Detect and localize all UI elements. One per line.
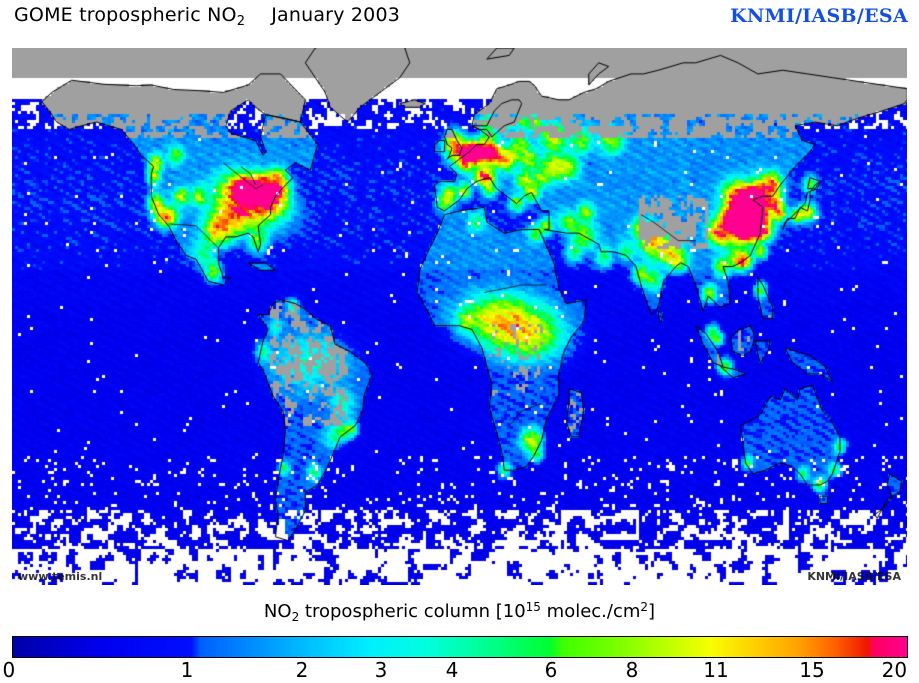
colorbar-tick-8: 8 [625, 658, 639, 682]
caption-end: ] [648, 601, 656, 622]
caption-no-sub: 2 [291, 610, 300, 624]
credit-label: KNMI/IASB/ESA [730, 5, 908, 27]
watermark-agencies: KNMI/IASB/ESA [807, 570, 901, 583]
colorbar-gradient [12, 636, 908, 658]
caption-exponent: 15 [525, 600, 541, 614]
colorbar [12, 636, 908, 658]
no2-map: www.temis.nl KNMI/IASB/ESA [12, 48, 907, 585]
title-period: January 2003 [271, 4, 401, 26]
watermark-temis: www.temis.nl [18, 570, 103, 583]
colorbar-tick-20: 20 [881, 658, 908, 682]
header-bar: GOME tropospheric NO2 January 2003 KNMI/I… [0, 0, 919, 44]
colorbar-tick-1: 1 [180, 658, 194, 682]
caption-rest: tropospheric column [10 [299, 601, 526, 622]
title-subscript: 2 [236, 14, 246, 29]
caption-no: NO [263, 601, 292, 622]
caption-tail: molec./cm [540, 601, 641, 622]
colorbar-tick-15: 15 [799, 658, 825, 682]
colorbar-tick-2: 2 [295, 658, 309, 682]
colorbar-tick-4: 4 [445, 658, 459, 682]
title-main: GOME tropospheric NO [14, 4, 237, 26]
page-title: GOME tropospheric NO2 January 2003 [14, 4, 400, 29]
colorbar-tick-3: 3 [374, 658, 388, 682]
colorbar-tick-labels: 0 1 2 3 4 6 8 11 15 20 [0, 658, 919, 683]
no2-map-canvas [12, 48, 907, 585]
colorbar-caption: NO2 tropospheric column [1015 molec./cm2… [0, 600, 919, 624]
caption-cm-exponent: 2 [640, 600, 649, 614]
colorbar-tick-11: 11 [703, 658, 729, 682]
colorbar-tick-6: 6 [544, 658, 558, 682]
colorbar-tick-0: 0 [2, 658, 16, 682]
